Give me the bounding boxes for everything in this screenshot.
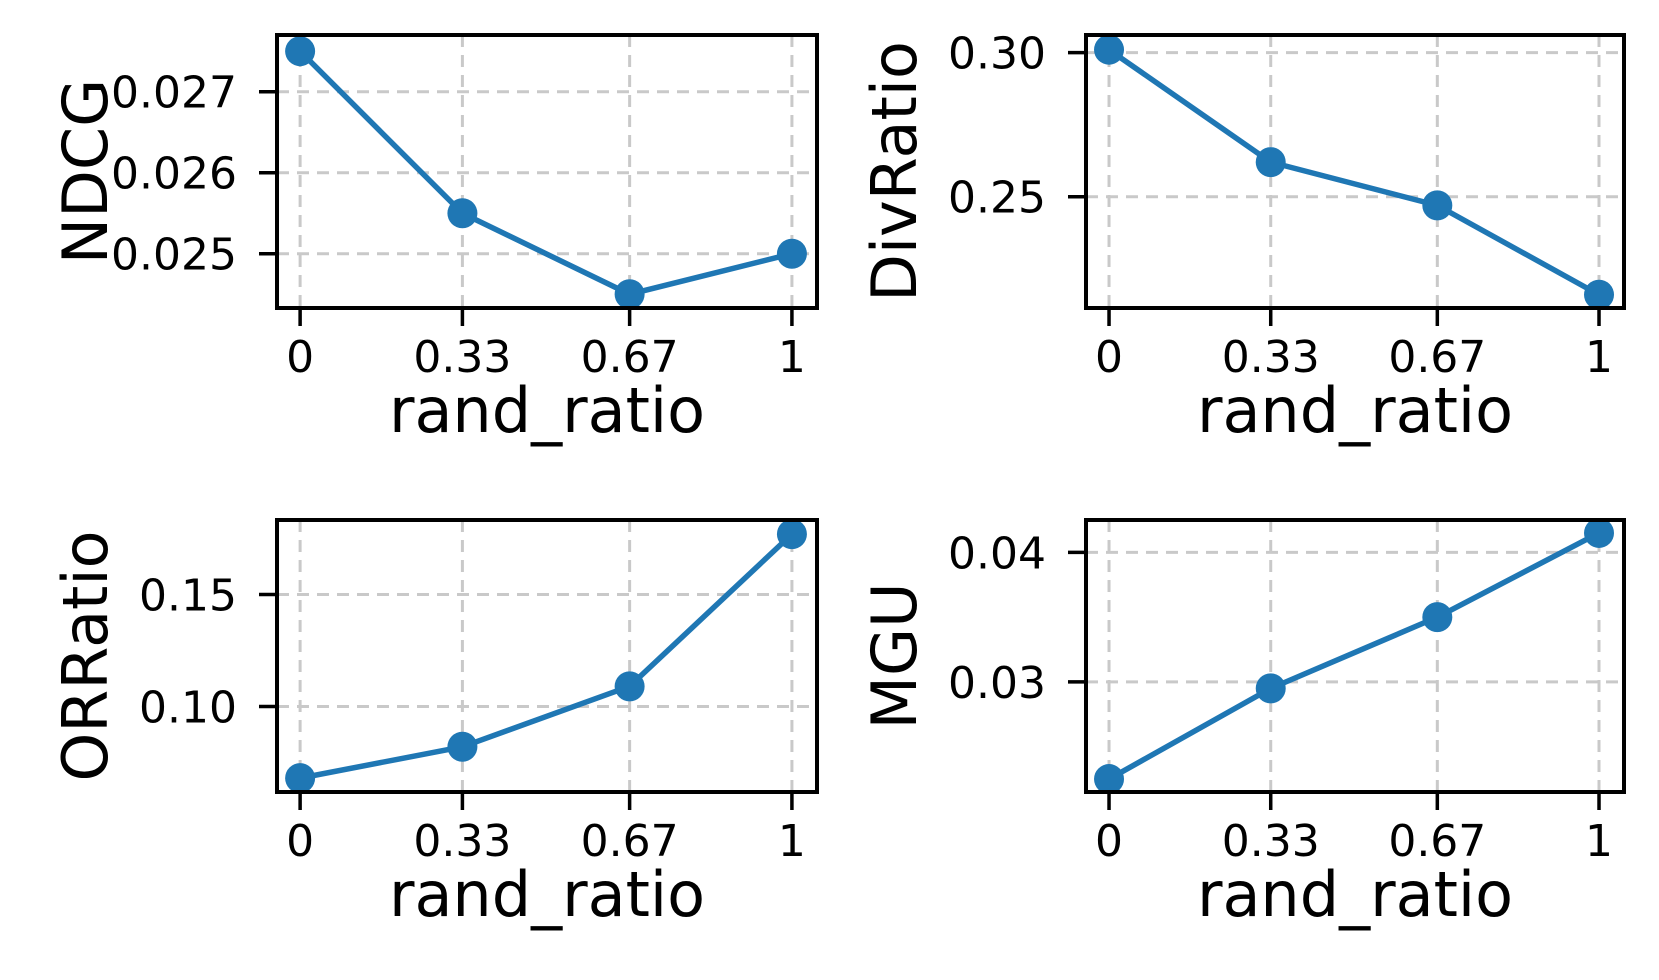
x-axis-label: rand_ratio xyxy=(389,858,705,931)
y-tick-label: 0.03 xyxy=(948,658,1046,709)
y-axis-label: ORRatio xyxy=(49,530,122,781)
subplot-ndcg: 0 0.33 0.67 1 0.025 0.026 0.027 rand_ratio NDCG xyxy=(49,33,819,447)
x-axis-label: rand_ratio xyxy=(1197,374,1513,447)
x-tick-label: 0.33 xyxy=(1222,816,1320,867)
data-point-marker xyxy=(285,36,316,67)
data-point-marker xyxy=(447,198,478,229)
subplot-mgu: 0 0.33 0.67 1 0.03 0.04 rand_ratio MGU xyxy=(858,517,1626,931)
y-tick-label: 0.10 xyxy=(139,682,237,733)
data-point-marker xyxy=(1422,602,1453,633)
y-axis-label: NDCG xyxy=(49,79,122,264)
x-tick-label: 0.67 xyxy=(1388,816,1486,867)
x-tick-label: 0.67 xyxy=(581,332,679,383)
x-tick-label: 1 xyxy=(778,816,806,867)
line-series xyxy=(1107,530,1601,782)
y-tick-label: 0.15 xyxy=(139,571,237,622)
line-series xyxy=(1107,47,1601,298)
y-tick-label: 0.025 xyxy=(111,230,237,281)
data-point-marker xyxy=(1094,764,1125,795)
plot-border xyxy=(1084,518,1626,794)
line-series xyxy=(298,49,793,297)
data-point-marker xyxy=(614,671,645,702)
data-point-marker xyxy=(285,763,316,794)
data-point-marker xyxy=(1422,190,1453,221)
x-tick-label: 0 xyxy=(1095,332,1123,383)
y-axis-label: DivRatio xyxy=(858,41,931,302)
x-tick-label: 0 xyxy=(286,816,314,867)
x-tick-label: 1 xyxy=(778,332,806,383)
x-tick-label: 0.67 xyxy=(581,816,679,867)
y-tick-label: 0.026 xyxy=(111,149,237,200)
x-tick-label: 0.33 xyxy=(413,816,511,867)
data-point-marker xyxy=(1584,517,1615,548)
subplot-orratio: 0 0.33 0.67 1 0.10 0.15 rand_ratio ORRatio xyxy=(49,518,819,931)
y-tick-label: 0.30 xyxy=(948,29,1046,80)
x-tick-label: 1 xyxy=(1585,332,1613,383)
data-point-marker xyxy=(447,731,478,762)
data-point-marker xyxy=(776,519,807,550)
data-point-marker xyxy=(1094,34,1125,65)
y-axis-label: MGU xyxy=(858,583,931,730)
x-tick-label: 0.33 xyxy=(1222,332,1320,383)
plot-border xyxy=(1084,33,1626,310)
x-tick-label: 0.67 xyxy=(1388,332,1486,383)
y-tick-label: 0.04 xyxy=(948,528,1046,579)
x-tick-label: 1 xyxy=(1585,816,1613,867)
plot-border xyxy=(275,518,819,794)
data-point-marker xyxy=(1255,147,1286,178)
data-point-marker xyxy=(1255,673,1286,704)
subplot-divratio: 0 0.33 0.67 1 0.25 0.30 rand_ratio DivRatio xyxy=(858,29,1626,447)
y-tick-label: 0.027 xyxy=(111,68,237,119)
x-tick-label: 0 xyxy=(286,332,314,383)
data-point-marker xyxy=(1584,279,1615,310)
y-tick-label: 0.25 xyxy=(948,173,1046,224)
x-tick-label: 0 xyxy=(1095,816,1123,867)
data-point-marker xyxy=(776,238,807,269)
x-tick-label: 0.33 xyxy=(413,332,511,383)
line-series xyxy=(299,532,794,781)
data-point-marker xyxy=(614,279,645,310)
x-axis-label: rand_ratio xyxy=(1197,858,1513,931)
x-axis-label: rand_ratio xyxy=(389,374,705,447)
